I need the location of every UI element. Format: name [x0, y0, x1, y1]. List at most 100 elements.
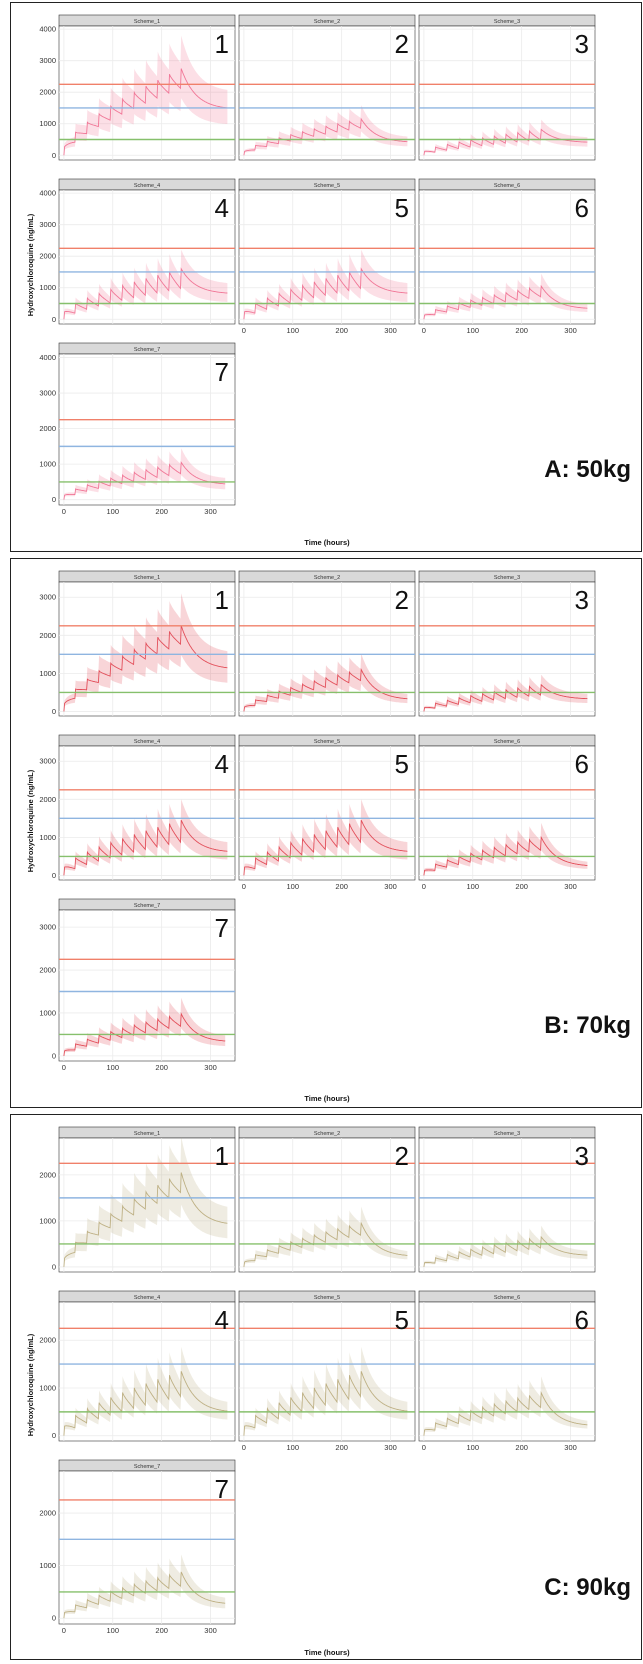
series-line — [423, 835, 588, 876]
panel-number: 5 — [395, 1305, 409, 1335]
x-tick-label: 100 — [467, 882, 480, 891]
panel-b-6: Scheme_6 6 0 100 200 300 — [418, 734, 596, 891]
x-tick-label: 200 — [515, 1443, 528, 1452]
panel-b-4: Scheme_4 4 0 1000 2000 3000 — [39, 734, 236, 881]
panel-background — [238, 1301, 416, 1442]
panel-c-6: Scheme_6 6 0 100 200 300 — [418, 1290, 596, 1452]
panel-c-5: Scheme_5 5 0 100 200 300 — [238, 1290, 416, 1452]
x-tick-label: 100 — [107, 1063, 120, 1072]
panel-number: 1 — [215, 1141, 229, 1171]
x-tick-label: 200 — [155, 1063, 168, 1072]
x-tick-label: 200 — [335, 882, 348, 891]
panel-number: 2 — [395, 585, 409, 615]
y-tick-label: 4000 — [39, 25, 56, 34]
x-tick-label: 300 — [564, 1443, 577, 1452]
panel-number: 4 — [215, 1305, 229, 1335]
panel-c-7: Scheme_7 7 0 1000 2000 0 100 200 300 — [39, 1459, 236, 1635]
x-tick-label: 0 — [422, 326, 426, 335]
y-tick-label: 0 — [52, 1431, 56, 1440]
block-title: C: 90kg — [544, 1574, 631, 1601]
y-tick-label: 0 — [52, 495, 56, 504]
panel-c-2: Scheme_2 2 — [238, 1126, 416, 1273]
series-line — [63, 461, 226, 500]
y-tick-label: 2000 — [39, 966, 56, 975]
panel-background — [238, 25, 416, 161]
panel-background — [418, 189, 596, 325]
panel-background — [58, 581, 236, 717]
panel-background — [418, 1137, 596, 1273]
panel-b-3: Scheme_3 3 — [418, 570, 596, 717]
x-tick-label: 300 — [204, 1626, 217, 1635]
x-tick-label: 300 — [204, 507, 217, 516]
y-tick-label: 0 — [52, 151, 56, 160]
y-tick-label: 0 — [52, 1614, 56, 1623]
x-tick-label: 100 — [107, 507, 120, 516]
y-tick-label: 3000 — [39, 593, 56, 602]
strip-label: Scheme_3 — [494, 1131, 520, 1137]
y-tick-label: 2000 — [39, 88, 56, 97]
y-tick-label: 2000 — [39, 795, 56, 804]
series-line — [63, 1172, 228, 1267]
strip-label: Scheme_1 — [134, 575, 160, 581]
panel-background — [418, 581, 596, 717]
series-line — [63, 68, 228, 156]
x-axis-label: Time (hours) — [304, 1094, 350, 1103]
panel-number: 1 — [215, 585, 229, 615]
y-tick-label: 3000 — [39, 220, 56, 229]
series-line — [423, 1391, 588, 1436]
series-line — [423, 1235, 588, 1267]
panel-background — [58, 25, 236, 161]
panel-number: 2 — [395, 29, 409, 59]
x-tick-label: 300 — [564, 882, 577, 891]
panel-a-3: Scheme_3 3 — [418, 14, 596, 161]
strip-label: Scheme_7 — [134, 1464, 160, 1470]
y-tick-label: 1000 — [39, 283, 56, 292]
y-tick-label: 0 — [52, 315, 56, 324]
y-tick-label: 1000 — [39, 833, 56, 842]
block-title: A: 50kg — [544, 456, 631, 483]
x-tick-label: 0 — [242, 882, 246, 891]
panel-background — [418, 25, 596, 161]
panel-background — [58, 909, 236, 1062]
panel-number: 4 — [215, 749, 229, 779]
x-tick-label: 0 — [422, 882, 426, 891]
y-tick-label: 1000 — [39, 1008, 56, 1017]
panel-number: 2 — [395, 1141, 409, 1171]
y-tick-label: 0 — [52, 707, 56, 716]
strip-label: Scheme_5 — [314, 183, 340, 189]
confidence-band — [63, 1554, 226, 1619]
y-tick-label: 0 — [52, 1051, 56, 1060]
x-tick-label: 200 — [335, 326, 348, 335]
series-line — [63, 1571, 226, 1619]
y-tick-label: 3000 — [39, 923, 56, 932]
y-tick-label: 0 — [52, 1262, 56, 1271]
panel-b-1: Scheme_1 1 0 1000 2000 3000 — [39, 570, 236, 717]
x-tick-label: 300 — [384, 326, 397, 335]
x-tick-label: 200 — [515, 326, 528, 335]
panel-background — [238, 745, 416, 881]
block-frame-b: Scheme_1 1 0 1000 2000 3000 Scheme_2 2 Scheme_3 3… — [10, 558, 642, 1108]
y-tick-label: 2000 — [39, 1336, 56, 1345]
y-tick-label: 2000 — [39, 252, 56, 261]
y-tick-label: 1000 — [39, 1383, 56, 1392]
panel-a-7: Scheme_7 7 0 1000 2000 3000 4000 0 100 200 300 — [39, 342, 236, 516]
panel-number: 6 — [575, 1305, 589, 1335]
y-tick-label: 3000 — [39, 757, 56, 766]
confidence-band — [63, 997, 226, 1056]
y-tick-label: 4000 — [39, 189, 56, 198]
x-axis-label: Time (hours) — [304, 538, 350, 547]
panel-number: 5 — [395, 193, 409, 223]
chart-block-a: Scheme_1101000200030004000Scheme_22Schem… — [26, 14, 631, 547]
y-axis-label: Hydroxychloroquine (ng/mL) — [26, 213, 35, 316]
strip-label: Scheme_1 — [134, 1131, 160, 1137]
panel-b-2: Scheme_2 2 — [238, 570, 416, 717]
x-tick-label: 100 — [107, 1626, 120, 1635]
series-line — [423, 683, 588, 712]
panel-number: 7 — [215, 1474, 229, 1504]
panel-c-4: Scheme_4 4 0 1000 2000 — [39, 1290, 236, 1442]
y-tick-label: 1000 — [39, 669, 56, 678]
x-tick-label: 0 — [242, 326, 246, 335]
panel-number: 6 — [575, 749, 589, 779]
panel-number: 6 — [575, 193, 589, 223]
panel-number: 3 — [575, 585, 589, 615]
